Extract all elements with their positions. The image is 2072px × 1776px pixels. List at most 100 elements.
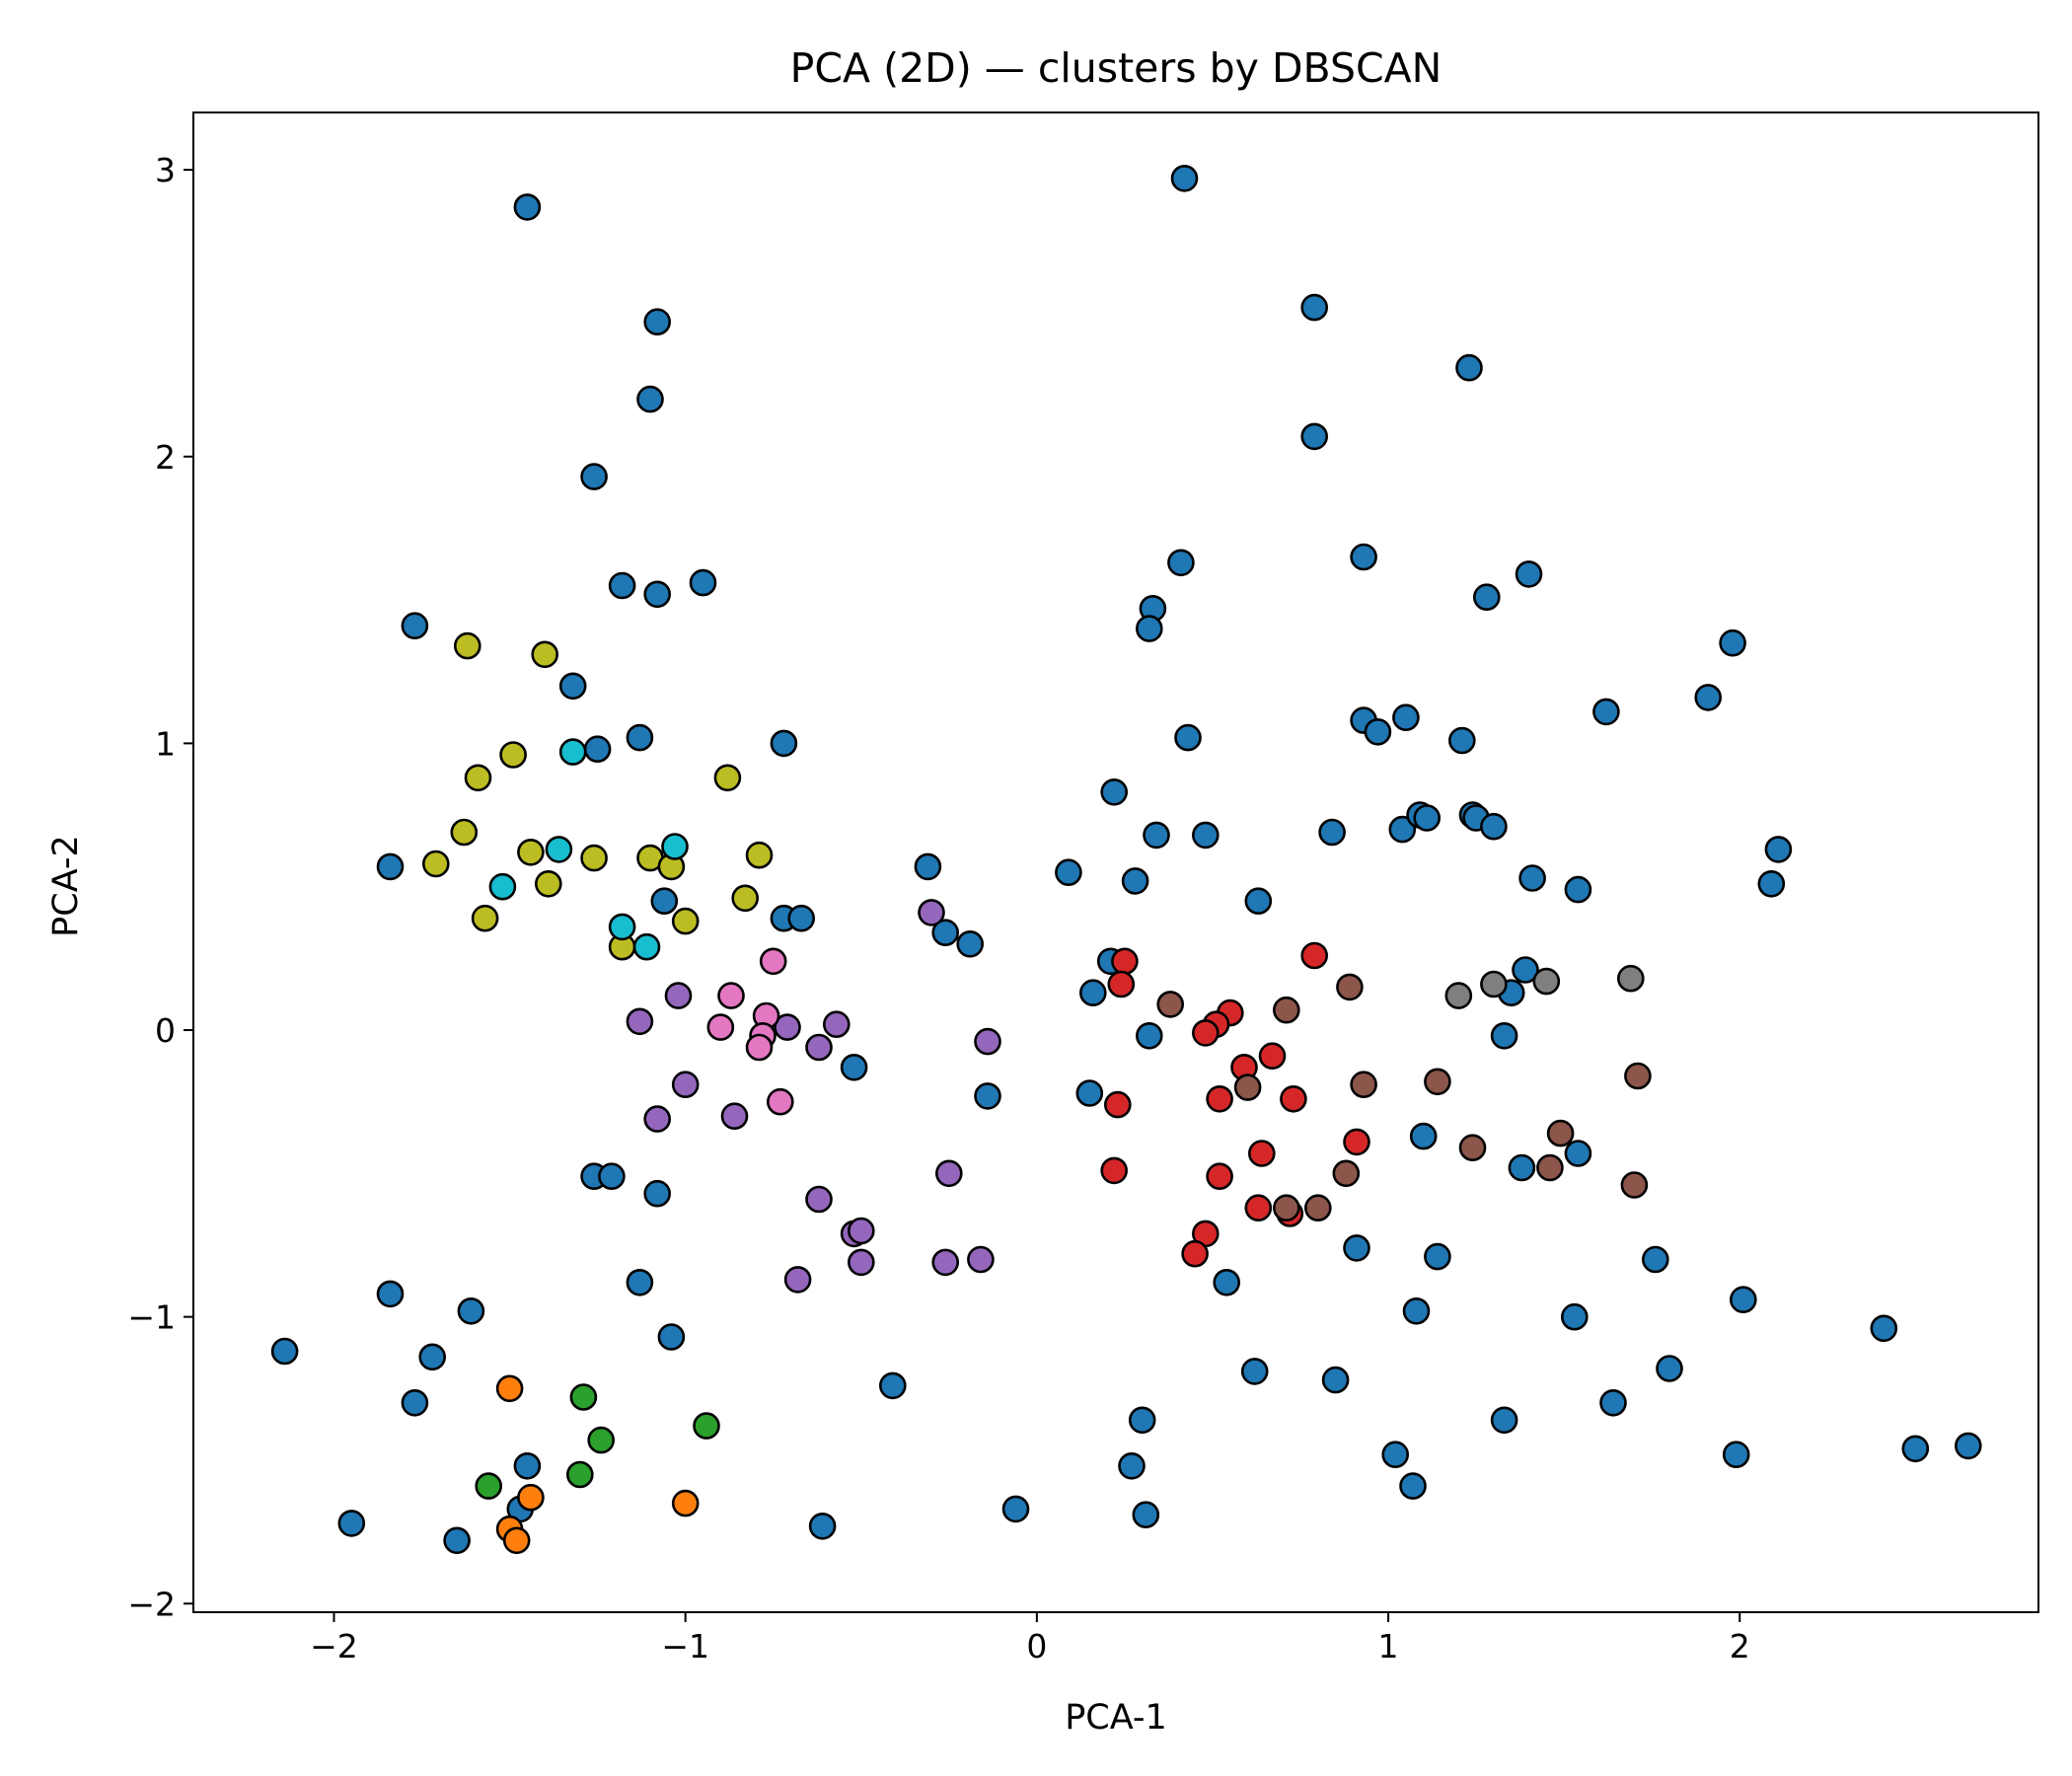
x-tick-label: 0 <box>1026 1627 1047 1665</box>
point-c7-3 <box>499 741 527 769</box>
point-c4-0 <box>1156 991 1184 1018</box>
point-noise-79 <box>1870 1314 1898 1343</box>
point-noise-98 <box>337 1510 366 1537</box>
point-noise-4 <box>1300 293 1328 322</box>
point-noise-72 <box>626 1269 654 1296</box>
point-noise-6 <box>580 463 608 490</box>
point-noise-85 <box>1656 1355 1683 1382</box>
point-noise-24 <box>770 729 798 758</box>
point-c3-4 <box>822 1010 851 1038</box>
point-c6-0 <box>1444 982 1473 1009</box>
point-noise-69 <box>1343 1234 1370 1262</box>
point-c1-2 <box>693 1412 720 1440</box>
point-c7-6 <box>421 850 450 878</box>
point-c2-14 <box>1206 1162 1233 1190</box>
point-c0-3 <box>502 1526 531 1555</box>
point-c7-4 <box>713 764 742 792</box>
point-noise-75 <box>457 1297 485 1325</box>
point-c2-18 <box>1181 1239 1209 1268</box>
point-noise-10 <box>689 568 717 597</box>
x-axis: −2 −1 0 1 2 <box>310 1612 1750 1665</box>
point-noise-17 <box>401 612 429 640</box>
point-noise-101 <box>808 1513 837 1540</box>
point-c4-13 <box>1304 1194 1332 1221</box>
point-noise-56 <box>1512 956 1539 984</box>
point-c3-0 <box>918 899 945 926</box>
point-c2-1 <box>1111 947 1139 976</box>
point-noise-78 <box>1730 1286 1757 1313</box>
x-tick-label: −1 <box>661 1627 709 1665</box>
point-noise-38 <box>1192 821 1220 850</box>
point-c3-1 <box>664 982 693 1009</box>
point-c3-3 <box>774 1013 801 1041</box>
point-c3-8 <box>643 1105 672 1133</box>
point-noise-93 <box>1381 1441 1409 1468</box>
point-noise-90 <box>1490 1406 1518 1435</box>
point-noise-94 <box>1399 1472 1427 1500</box>
point-noise-43 <box>650 887 679 916</box>
point-c2-0 <box>1300 941 1328 970</box>
point-c7-13 <box>471 904 499 932</box>
point-c3-2 <box>626 1007 654 1036</box>
y-tick-label: −2 <box>127 1585 176 1623</box>
point-c0-1 <box>517 1483 545 1512</box>
point-c3-11 <box>805 1185 833 1214</box>
point-noise-74 <box>376 1280 405 1308</box>
point-noise-77 <box>1561 1302 1589 1331</box>
point-noise-31 <box>1388 815 1417 844</box>
point-c3-5 <box>805 1033 833 1062</box>
point-noise-55 <box>1079 979 1107 1007</box>
point-noise-88 <box>1599 1389 1627 1417</box>
point-c4-2 <box>1336 973 1364 1001</box>
point-noise-39 <box>1318 818 1346 847</box>
point-noise-73 <box>1213 1269 1240 1296</box>
point-noise-29 <box>1448 726 1476 755</box>
y-tick-label: −1 <box>127 1298 176 1337</box>
point-c3-17 <box>783 1266 812 1294</box>
point-c7-12 <box>534 869 562 898</box>
point-c2-15 <box>1244 1194 1273 1221</box>
point-c3-16 <box>967 1245 995 1274</box>
point-c1-0 <box>569 1383 598 1411</box>
point-noise-33 <box>1413 804 1441 832</box>
point-noise-41 <box>1757 869 1786 898</box>
point-noise-59 <box>1490 1022 1518 1050</box>
point-noise-96 <box>1901 1435 1930 1463</box>
point-noise-42 <box>376 852 405 881</box>
point-noise-3 <box>636 385 664 413</box>
point-c4-5 <box>1424 1068 1451 1096</box>
point-noise-80 <box>270 1337 299 1366</box>
point-noise-47 <box>1518 864 1546 892</box>
point-c3-7 <box>671 1071 700 1098</box>
point-c4-11 <box>1620 1171 1649 1199</box>
point-noise-40 <box>1764 836 1793 863</box>
point-c2-10 <box>1104 1090 1132 1119</box>
point-c3-10 <box>934 1159 963 1188</box>
point-c2-5 <box>1192 1019 1220 1047</box>
point-noise-84 <box>1321 1366 1350 1394</box>
point-c8-1 <box>545 836 573 863</box>
point-c2-12 <box>1343 1128 1370 1156</box>
point-c4-10 <box>1332 1159 1361 1188</box>
point-c7-0 <box>453 631 481 660</box>
point-c4-7 <box>1458 1134 1487 1161</box>
point-noise-67 <box>598 1162 626 1190</box>
x-tick-label: −2 <box>310 1627 358 1665</box>
point-c4-9 <box>1536 1153 1564 1182</box>
point-c7-15 <box>731 884 760 913</box>
point-c3-6 <box>974 1027 1001 1056</box>
point-noise-62 <box>1075 1079 1104 1107</box>
point-c4-3 <box>1233 1073 1262 1101</box>
y-tick-label: 1 <box>155 724 176 763</box>
point-noise-13 <box>1515 560 1543 588</box>
point-noise-37 <box>1143 821 1170 850</box>
point-c3-15 <box>931 1248 960 1277</box>
point-noise-20 <box>1694 684 1722 711</box>
point-c7-5 <box>450 818 479 847</box>
y-tick-label: 3 <box>155 151 176 189</box>
point-noise-11 <box>1167 549 1195 577</box>
point-c0-0 <box>495 1374 524 1403</box>
point-noise-15 <box>1136 615 1163 642</box>
point-noise-45 <box>1055 858 1082 887</box>
point-noise-25 <box>1174 723 1202 752</box>
